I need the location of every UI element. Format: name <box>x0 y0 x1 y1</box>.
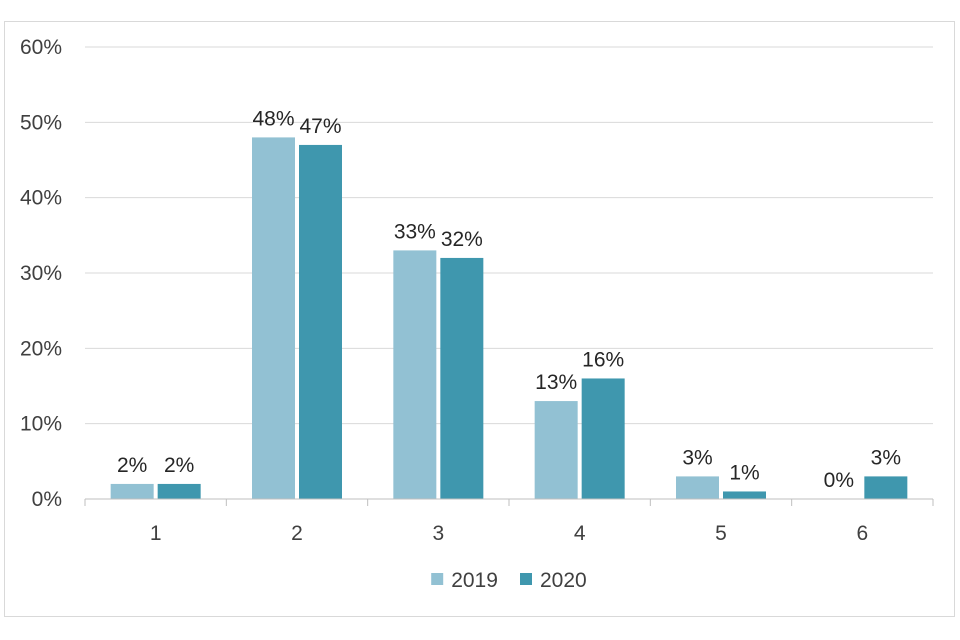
data-label: 47% <box>299 115 341 138</box>
gridlines <box>85 46 933 425</box>
data-label: 2% <box>117 454 147 477</box>
bar-2020-2 <box>299 144 342 499</box>
data-label: 1% <box>729 461 759 484</box>
y-tick-label: 60% <box>20 36 62 59</box>
bars <box>110 137 908 499</box>
bar-2019-1 <box>110 483 154 499</box>
data-label: 3% <box>682 446 712 469</box>
x-tick-label: 1 <box>150 522 162 545</box>
x-axis: 1 2 3 4 5 6 <box>84 498 934 545</box>
data-label: 0% <box>824 469 854 492</box>
bar-2020-1 <box>157 483 201 499</box>
legend: 2019 2020 <box>431 569 587 592</box>
bar-2019-2 <box>252 137 295 499</box>
data-label: 32% <box>441 228 483 251</box>
data-labels: 2% 48% 33% 13% 3% 0% 2% 47% 32% 16% 1% 3% <box>117 107 901 492</box>
y-tick-label: 30% <box>20 262 62 285</box>
x-tick-label: 5 <box>715 522 727 545</box>
x-tick-label: 6 <box>856 522 868 545</box>
data-label: 16% <box>582 348 624 371</box>
bar-2019-5 <box>676 476 719 499</box>
y-tick-label: 20% <box>20 337 62 360</box>
legend-swatch-2019 <box>431 573 444 585</box>
x-tick-label: 4 <box>574 522 586 545</box>
bar-2020-6 <box>864 476 908 499</box>
y-axis: 0% 10% 20% 30% 40% 50% 60% <box>20 36 62 511</box>
data-label: 33% <box>394 220 436 243</box>
bar-2020-5 <box>723 491 766 499</box>
legend-swatch-2020 <box>520 573 532 585</box>
y-tick-label: 40% <box>20 187 62 210</box>
bar-2019-4 <box>534 401 578 499</box>
x-tick-label: 2 <box>291 522 303 545</box>
y-tick-label: 50% <box>20 111 62 134</box>
data-label: 3% <box>871 446 901 469</box>
data-label: 13% <box>535 371 577 394</box>
bar-2019-3 <box>393 250 437 499</box>
data-label: 2% <box>164 454 194 477</box>
bar-2020-4 <box>581 378 625 499</box>
y-tick-label: 10% <box>20 413 62 436</box>
legend-label: 2020 <box>540 569 587 592</box>
x-tick-label: 3 <box>432 522 444 545</box>
legend-label: 2019 <box>451 569 498 592</box>
y-tick-label: 0% <box>32 488 62 511</box>
bar-2020-3 <box>440 257 484 499</box>
data-label: 48% <box>252 107 294 130</box>
